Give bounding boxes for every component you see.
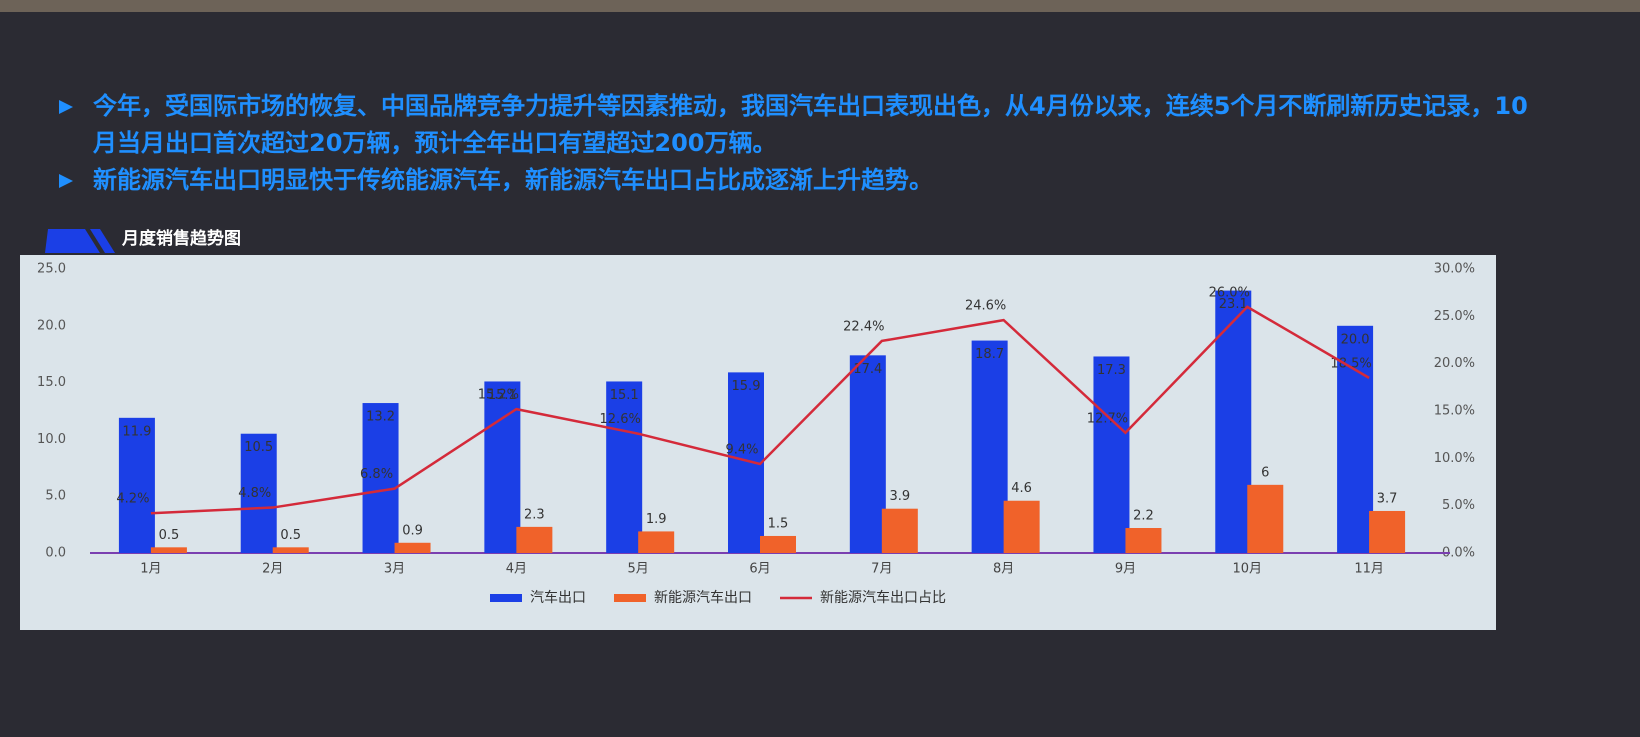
- x-tick-label: 1月: [140, 562, 161, 577]
- data-label: 17.3: [1097, 363, 1126, 378]
- x-tick-label: 5月: [628, 562, 649, 577]
- data-label: 20.0: [1341, 332, 1370, 347]
- tab-shape: [45, 229, 100, 253]
- y2-tick-label: 10.0%: [1434, 451, 1475, 466]
- chart-header: 月度销售趋势图: [45, 228, 241, 253]
- bullet: 今年，受国际市场的恢复、中国品牌竞争力提升等因素推动，我国汽车出口表现出色，从4…: [55, 88, 1535, 162]
- data-label: 11.9: [122, 424, 151, 439]
- data-label: 13.2: [366, 410, 395, 425]
- x-tick-label: 7月: [871, 562, 892, 577]
- bar: [118, 417, 155, 553]
- x-tick-label: 10月: [1232, 562, 1262, 577]
- data-label: 2.3: [524, 507, 545, 522]
- bar: [362, 403, 399, 553]
- y2-tick-label: 5.0%: [1442, 498, 1475, 513]
- data-label: 15.2%: [478, 388, 519, 403]
- bar: [272, 547, 309, 553]
- data-label: 18.7: [975, 347, 1004, 362]
- bar: [1093, 356, 1130, 553]
- bar: [1003, 500, 1040, 553]
- chart-title: 月度销售趋势图: [121, 228, 241, 249]
- y-tick-label: 20.0: [37, 318, 66, 333]
- tab-shape: [90, 229, 115, 253]
- y2-tick-label: 25.0%: [1434, 309, 1475, 324]
- bar: [484, 381, 521, 553]
- bullet: 新能源汽车出口明显快于传统能源汽车，新能源汽车出口占比成逐渐上升趋势。: [55, 162, 1535, 199]
- data-label: 0.5: [280, 528, 301, 543]
- bullet-text: 新能源汽车出口明显快于传统能源汽车，新能源汽车出口占比成逐渐上升趋势。: [93, 166, 933, 194]
- bar: [394, 542, 431, 553]
- legend-label: 汽车出口: [530, 589, 586, 606]
- bar: [881, 508, 918, 553]
- bar: [1247, 484, 1284, 553]
- y2-tick-label: 30.0%: [1434, 262, 1475, 277]
- data-label: 0.9: [402, 523, 423, 538]
- y-tick-label: 15.0: [37, 375, 66, 390]
- y-tick-label: 10.0: [37, 432, 66, 447]
- x-tick-label: 11月: [1354, 562, 1384, 577]
- data-label: 15.1: [610, 388, 639, 403]
- bar: [1125, 528, 1162, 553]
- bar: [971, 340, 1008, 553]
- bar: [516, 526, 553, 553]
- data-label: 3.7: [1377, 491, 1398, 506]
- y2-tick-label: 15.0%: [1434, 404, 1475, 419]
- bar: [150, 547, 187, 553]
- data-label: 4.6: [1011, 481, 1032, 496]
- data-label: 15.9: [732, 379, 761, 394]
- y-tick-label: 5.0: [45, 489, 66, 504]
- data-label: 23.1: [1219, 297, 1248, 312]
- x-tick-label: 6月: [749, 562, 770, 577]
- data-label: 26.0%: [1209, 285, 1250, 300]
- data-label: 9.4%: [725, 443, 758, 458]
- bullet-text: 今年，受国际市场的恢复、中国品牌竞争力提升等因素推动，我国汽车出口表现出色，从4…: [93, 92, 1528, 157]
- line: [150, 305, 1370, 515]
- ceiling: [0, 0, 1640, 12]
- bar: [849, 355, 886, 553]
- data-label: 0.5: [159, 528, 180, 543]
- bullet-list: 今年，受国际市场的恢复、中国品牌竞争力提升等因素推动，我国汽车出口表现出色，从4…: [55, 88, 1535, 199]
- data-label: 12.7%: [1087, 411, 1128, 426]
- x-tick-label: 9月: [1115, 562, 1136, 577]
- bar: [606, 381, 643, 553]
- y2-tick-label: 20.0%: [1434, 356, 1475, 371]
- bar: [240, 433, 277, 553]
- x-tick-label: 3月: [384, 562, 405, 577]
- data-label: 15.1: [488, 388, 517, 403]
- y-tick-label: 0.0: [45, 546, 66, 561]
- legend-swatch: [490, 594, 522, 602]
- data-label: 6: [1261, 465, 1269, 480]
- data-label: 24.6%: [965, 299, 1006, 314]
- chart: 0.0 5.0 10.0 15.0 20.0 25.0 0.0% 5.0% 10.0% 15.0%…: [20, 255, 1496, 630]
- data-label: 3.9: [889, 489, 910, 504]
- bar: [1215, 290, 1252, 553]
- x-tick-label: 4月: [506, 562, 527, 577]
- data-label: 22.4%: [843, 319, 884, 334]
- data-label: 17.4: [853, 362, 882, 377]
- legend-label: 新能源汽车出口占比: [820, 589, 946, 606]
- y-tick-label: 25.0: [37, 262, 66, 277]
- data-label: 1.5: [768, 516, 789, 531]
- data-label: 6.8%: [360, 467, 393, 482]
- legend-label: 新能源汽车出口: [654, 589, 752, 606]
- data-label: 2.2: [1133, 509, 1154, 524]
- data-label: 4.2%: [116, 492, 149, 507]
- data-label: 12.6%: [600, 412, 641, 427]
- data-label: 1.9: [646, 512, 667, 527]
- y2-tick-label: 0.0%: [1442, 546, 1475, 561]
- bar: [1369, 510, 1406, 553]
- x-tick-label: 2月: [262, 562, 283, 577]
- legend-swatch: [614, 594, 646, 602]
- data-label: 10.5: [244, 440, 273, 455]
- bar: [638, 531, 675, 553]
- bar: [760, 535, 796, 553]
- x-tick-label: 8月: [993, 562, 1014, 577]
- data-label: 4.8%: [238, 486, 271, 501]
